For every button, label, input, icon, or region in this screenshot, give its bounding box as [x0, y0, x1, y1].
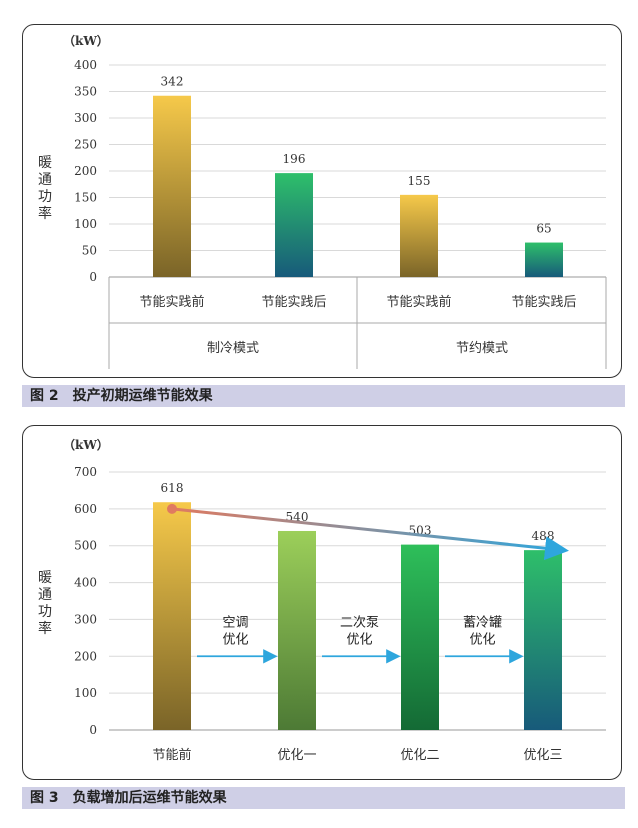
- bar: [153, 95, 191, 278]
- bar: [275, 173, 313, 277]
- y-axis-label-char: 通: [38, 172, 52, 188]
- step-label: 空调: [222, 615, 248, 630]
- figure-3-caption: 图 3 负载增加后运维节能效果: [22, 787, 625, 809]
- bar: [525, 242, 563, 277]
- step-label: 蓄冷罐: [463, 615, 502, 630]
- step-label: 优化: [222, 632, 248, 647]
- x-tick-label: 节能实践后: [511, 295, 576, 310]
- y-axis-label-char: 暖: [38, 570, 52, 586]
- data-label: 196: [283, 152, 306, 166]
- y-tick-label: 100: [74, 217, 97, 231]
- step-label: 二次泵: [340, 614, 379, 630]
- y-tick-label: 0: [89, 723, 97, 737]
- y-axis-unit: （kW）: [63, 437, 109, 452]
- data-label: 155: [408, 174, 431, 188]
- y-tick-label: 200: [74, 649, 97, 663]
- x-tick-label: 优化一: [277, 748, 316, 763]
- step-label: 优化: [469, 632, 495, 647]
- y-tick-label: 0: [89, 270, 97, 284]
- y-tick-label: 50: [82, 244, 97, 258]
- y-axis-label-char: 功: [38, 604, 52, 620]
- chart-panel-2: （kW） 0 100 200 300 400 500 600 700 暖通功率 618 节能前 540 优…: [22, 425, 622, 780]
- data-label: 618: [161, 481, 184, 495]
- y-tick-label: 400: [74, 58, 97, 72]
- y-tick-label: 500: [74, 539, 97, 553]
- y-tick-label: 300: [74, 612, 97, 626]
- data-label: 65: [536, 222, 551, 236]
- y-axis-unit: （kW）: [63, 33, 109, 48]
- x-tick-label: 节能实践前: [386, 294, 451, 310]
- group-label: 制冷模式: [207, 341, 259, 356]
- x-tick-label: 优化三: [523, 748, 562, 763]
- x-tick-label: 节能前: [152, 747, 191, 763]
- y-tick-label: 200: [74, 164, 97, 178]
- trend-start-dot: [167, 503, 177, 514]
- x-tick-label: 优化二: [400, 748, 439, 763]
- y-tick-label: 700: [74, 465, 97, 479]
- y-axis-label-char: 率: [38, 620, 52, 637]
- y-tick-label: 400: [74, 576, 97, 590]
- bar: [401, 544, 439, 730]
- bar: [524, 550, 562, 730]
- data-label: 342: [161, 75, 184, 89]
- y-tick-label: 250: [74, 138, 97, 152]
- chart-2-svg: （kW）0100200300400500600700暖通功率618节能前540优…: [38, 437, 606, 763]
- trend-arrow: [171, 507, 569, 561]
- y-tick-label: 150: [74, 191, 97, 205]
- y-tick-label: 350: [74, 85, 97, 99]
- y-axis-label-char: 功: [38, 189, 52, 205]
- bar: [278, 530, 316, 730]
- y-tick-label: 300: [74, 111, 97, 125]
- y-axis-label-char: 暖: [38, 155, 52, 171]
- bar: [400, 194, 438, 277]
- figure-2-caption: 图 2 投产初期运维节能效果: [22, 385, 625, 407]
- bar: [153, 502, 191, 730]
- y-axis-label-char: 率: [38, 205, 52, 222]
- group-label: 节约模式: [456, 341, 508, 356]
- y-tick-label: 100: [74, 686, 97, 700]
- step-label: 优化: [346, 632, 372, 647]
- chart-panel-1: （kW） 0 50 100 150 200 250 300 350 400 暖通功率 342 节能实践前…: [22, 24, 622, 378]
- x-tick-label: 节能实践后: [261, 295, 326, 310]
- y-axis-label-char: 通: [38, 587, 52, 603]
- y-tick-label: 600: [74, 502, 97, 516]
- data-label: 488: [532, 529, 555, 543]
- x-tick-label: 节能实践前: [139, 294, 204, 310]
